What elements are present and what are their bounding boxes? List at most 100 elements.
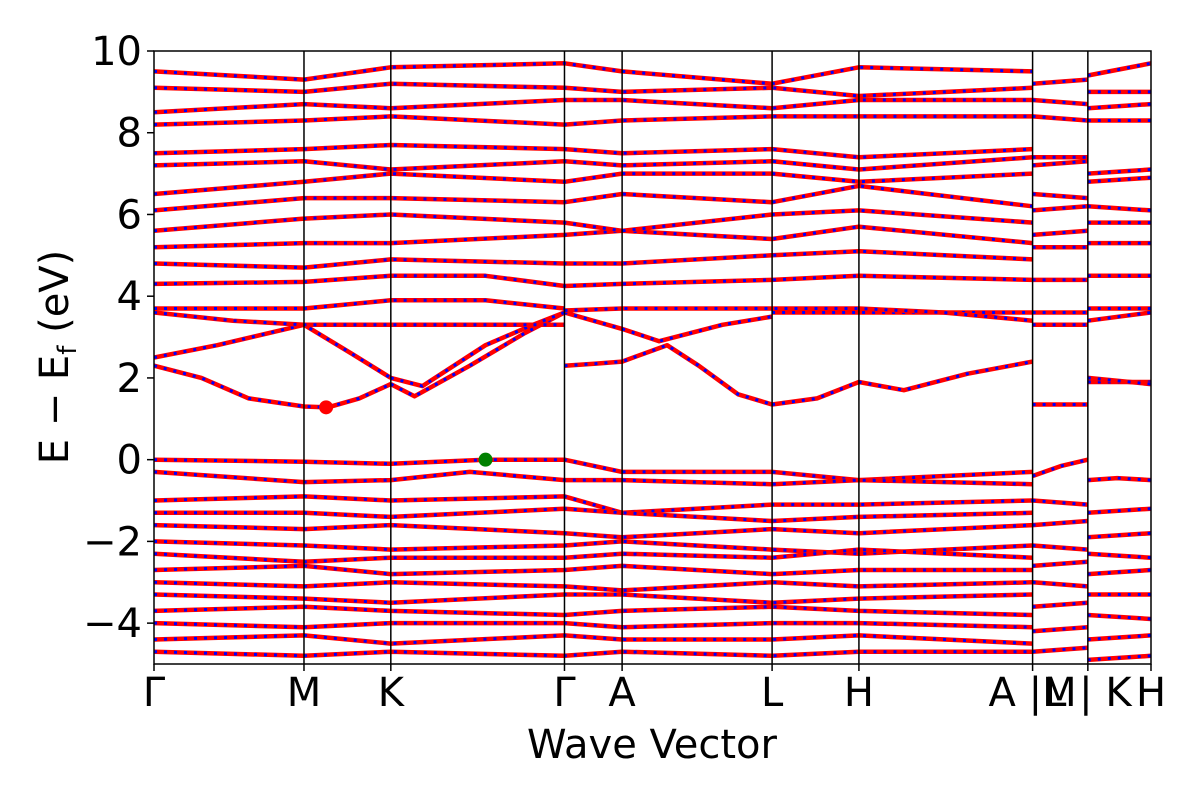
x-tick-label: K [378,670,406,716]
band-line-66 [1032,498,1088,507]
band-line-dash-18 [154,143,1033,159]
band-line-64 [1032,77,1088,86]
band-line-dash-22 [154,61,1033,86]
band-line-dash-65 [1087,61,1151,77]
y-tick-label: 6 [117,192,142,238]
band-line-dash-61 [1087,102,1151,110]
band-line-37 [1031,457,1089,479]
x-tick-label: H [1136,670,1166,716]
band-line-dash-14 [154,208,1033,233]
band-line-dash-73 [1087,568,1151,576]
band-line-9 [154,298,565,311]
band-line-dash-27 [154,523,1033,539]
band-line-dash-15 [154,184,1033,212]
y-tick-label: 8 [117,111,142,157]
band-line-dash-41 [1087,376,1151,386]
band-line-dash-2 [390,311,566,388]
band-line-26 [154,506,1033,524]
band-line-dash-79 [1087,633,1151,641]
band-line-12 [154,248,1033,270]
band-line-0 [154,363,392,410]
x-axis-label: Wave Vector [527,722,778,768]
y-axis-label-main: E − E [32,355,78,465]
x-tick-label: A |M [989,670,1077,716]
band-line-dash-12 [154,249,1033,270]
x-tick-label: L [761,670,784,716]
band-line-dash-5 [771,360,1033,406]
band-line-dash-53 [1087,204,1151,212]
band-line-21 [154,81,1033,99]
band-line-dash-55 [1087,176,1151,184]
band-line-70 [1032,543,1088,552]
band-line-dash-35 [154,633,1033,646]
band-line-dash-20 [154,98,1033,114]
y-axis-ticks: −4 −2 0 2 4 6 8 10 [83,29,154,647]
band-line-76 [1032,600,1088,610]
band-line-dash-21 [154,82,1033,98]
band-line-dash-19 [154,114,1033,127]
y-axis-label-subscript: f [53,345,83,355]
markers-layer [319,400,493,467]
y-tick-label: −4 [83,601,142,647]
band-line-dash-69 [1087,531,1151,539]
band-line-dash-4 [564,343,773,406]
band-line-68 [1032,518,1088,528]
band-line-72 [1032,559,1088,569]
y-tick-label: 0 [117,438,142,484]
band-line-dash-33 [154,605,1033,617]
band-line-60 [1032,114,1088,123]
y-tick-label: 2 [117,356,142,402]
band-line-dash-32 [154,593,1033,605]
band-line-78 [1032,624,1088,634]
band-line-dash-34 [154,621,1033,629]
y-axis-label: E − Ef (eV) [32,250,83,465]
band-line-56 [1032,159,1088,168]
y-tick-label: −2 [83,519,142,565]
band-line-80 [1032,645,1088,654]
band-line-dash-81 [1087,654,1151,662]
band-line-dash-25 [154,494,1033,515]
cbm-marker [319,400,334,415]
x-tick-label: Γ [553,670,576,716]
kpoint-lines-layer [303,51,1089,664]
band-line-50 [1032,228,1088,238]
band-line-dash-16 [154,172,1033,196]
band-line-74 [1032,580,1088,589]
band-line-dash-30 [154,564,1033,576]
band-line-dash-31 [154,580,1033,592]
y-axis-label-unit: (eV) [32,250,78,346]
y-tick-label: 4 [117,274,142,320]
band-line-dash-77 [1087,613,1151,621]
x-tick-label: L | K [1044,670,1133,716]
band-line-dash-6 [564,311,773,343]
band-line-62 [1032,97,1088,107]
band-line-27 [154,522,1033,540]
vbm-marker [478,452,493,467]
band-line-6 [563,310,773,344]
band-line-dash-26 [154,507,1033,523]
band-line-dash-38 [1087,476,1151,482]
band-line-5 [771,359,1034,407]
band-line-52 [1032,204,1088,213]
band-line-dash-67 [1087,507,1151,515]
band-line-dash-57 [1087,168,1151,176]
band-line-dash-3 [154,323,392,380]
x-tick-label: Γ [143,670,166,716]
band-line-dash-37 [1032,458,1089,478]
band-line-54 [1032,191,1088,201]
band-line-dash-17 [154,155,1033,171]
y-tick-label: 10 [91,29,142,75]
band-line-dash-43 [1087,311,1151,323]
band-line-dash-13 [154,225,1033,249]
plot-frame [153,50,1152,665]
band-line-dash-0 [154,364,392,409]
x-tick-label: A [608,670,636,716]
band-line-dash-71 [1087,552,1151,560]
band-line-dash-36 [154,650,1033,658]
x-tick-label: M [287,670,322,716]
band-line-18 [154,142,1033,160]
band-line-dash-29 [154,548,1033,564]
